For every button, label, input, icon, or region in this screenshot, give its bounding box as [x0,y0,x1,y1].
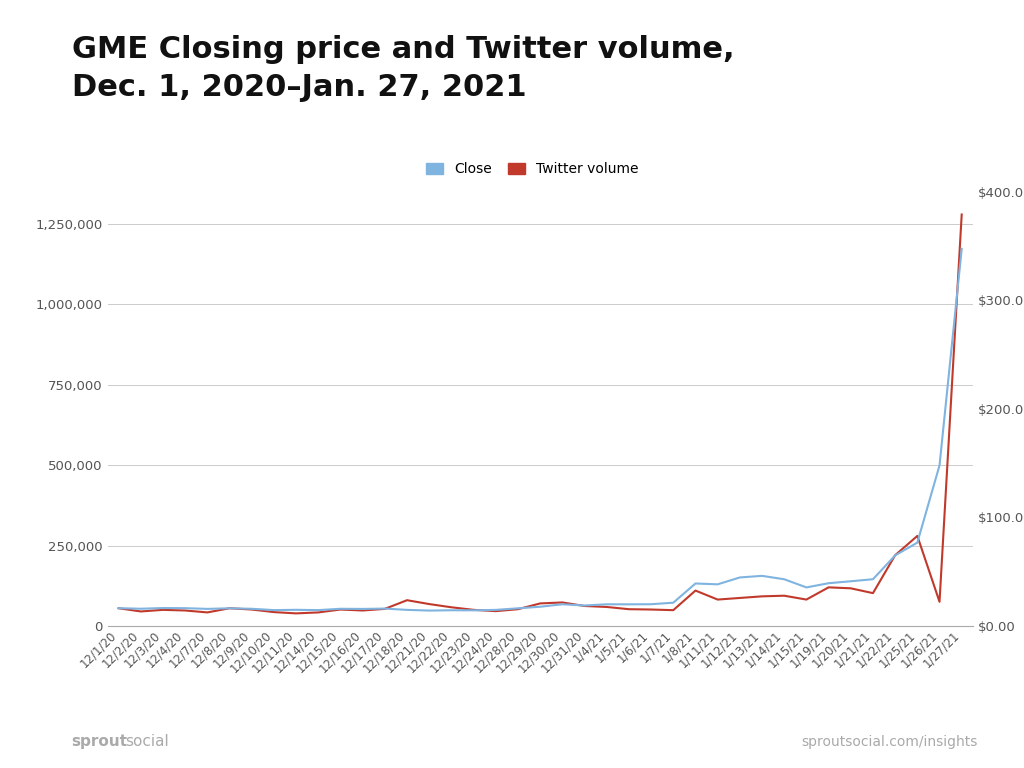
Text: Dec. 1, 2020–Jan. 27, 2021: Dec. 1, 2020–Jan. 27, 2021 [72,73,526,102]
Text: social: social [125,733,169,749]
Text: sproutsocial.com/insights: sproutsocial.com/insights [802,735,978,749]
Text: sprout: sprout [72,733,128,749]
Text: GME Closing price and Twitter volume,: GME Closing price and Twitter volume, [72,35,734,64]
Legend: Close, Twitter volume: Close, Twitter volume [426,162,639,176]
